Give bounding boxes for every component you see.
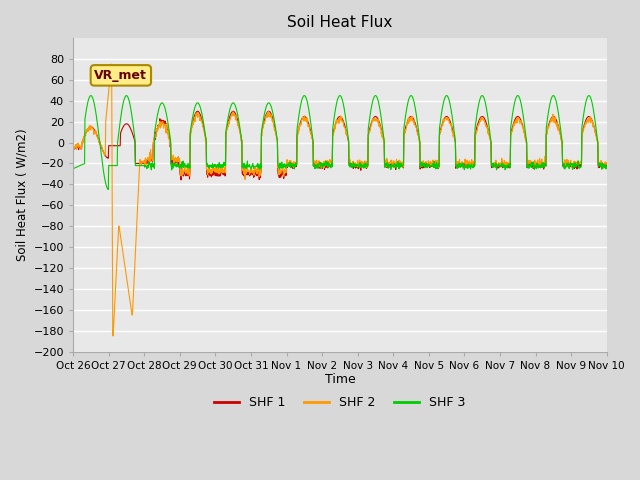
- SHF 1: [177, 177, 185, 183]
- SHF 1: [424, 165, 431, 170]
- SHF 2: [189, 122, 196, 128]
- SHF 2: [540, 159, 548, 165]
- SHF 2: [108, 61, 115, 67]
- SHF 1: [540, 163, 548, 169]
- SHF 3: [540, 162, 548, 168]
- Line: SHF 3: SHF 3: [73, 96, 607, 190]
- Y-axis label: Soil Heat Flux ( W/m2): Soil Heat Flux ( W/m2): [15, 129, 28, 261]
- X-axis label: Time: Time: [324, 373, 355, 386]
- SHF 1: [69, 144, 77, 150]
- SHF 3: [104, 187, 112, 192]
- Line: SHF 2: SHF 2: [73, 64, 607, 336]
- SHF 3: [69, 166, 77, 171]
- Line: SHF 1: SHF 1: [73, 111, 607, 180]
- SHF 3: [248, 164, 256, 169]
- SHF 3: [189, 115, 196, 121]
- SHF 1: [194, 108, 202, 114]
- SHF 3: [424, 165, 431, 170]
- SHF 3: [603, 162, 611, 168]
- Legend: SHF 1, SHF 2, SHF 3: SHF 1, SHF 2, SHF 3: [209, 391, 470, 414]
- SHF 3: [175, 165, 183, 171]
- SHF 2: [493, 163, 500, 168]
- SHF 2: [175, 156, 183, 161]
- SHF 2: [69, 143, 77, 148]
- SHF 1: [188, 122, 196, 128]
- SHF 3: [493, 162, 500, 168]
- SHF 1: [493, 164, 500, 170]
- SHF 1: [175, 163, 182, 168]
- SHF 2: [424, 162, 431, 168]
- Title: Soil Heat Flux: Soil Heat Flux: [287, 15, 392, 30]
- SHF 1: [603, 165, 611, 171]
- Text: VR_met: VR_met: [95, 69, 147, 82]
- SHF 1: [248, 172, 256, 178]
- SHF 3: [87, 93, 95, 98]
- SHF 2: [603, 160, 611, 166]
- SHF 2: [248, 168, 256, 173]
- SHF 2: [109, 333, 116, 339]
